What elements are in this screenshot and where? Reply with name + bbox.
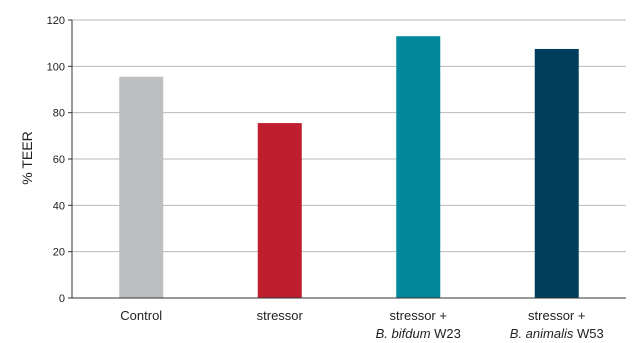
x-category-strain: W23 (431, 326, 461, 341)
x-category-label-line2: B. animalis W53 (510, 326, 604, 341)
y-tick-label: 20 (53, 247, 65, 259)
y-tick-label: 60 (53, 154, 65, 166)
bar (396, 36, 441, 298)
bar (119, 76, 164, 298)
x-category-species: B. bifdum (376, 326, 431, 341)
y-tick-label: 80 (53, 108, 65, 120)
x-category-label: Control (120, 308, 162, 323)
gridlines (72, 19, 626, 253)
y-tick-label: 100 (47, 61, 65, 73)
bar (534, 48, 579, 299)
y-axis-label: % TEER (19, 131, 35, 184)
x-category-labels: Control stressor stressor + B. bifdum W23 st… (120, 308, 603, 341)
x-category-label: stressor + (528, 308, 585, 323)
x-category-label: stressor + (390, 308, 447, 323)
x-category-species: B. animalis (510, 326, 574, 341)
x-category-label: stressor (257, 308, 304, 323)
bars (119, 36, 579, 299)
x-category-label-line2: B. bifdum W23 (376, 326, 461, 341)
y-tick-label: 40 (53, 200, 65, 212)
y-tick-label: 120 (47, 15, 65, 27)
axes (68, 19, 626, 299)
y-tick-label: 0 (59, 293, 65, 305)
x-category-strain: W53 (573, 326, 603, 341)
y-tick-labels: 0 20 40 60 80 100 120 (47, 15, 65, 305)
bar (257, 123, 302, 298)
